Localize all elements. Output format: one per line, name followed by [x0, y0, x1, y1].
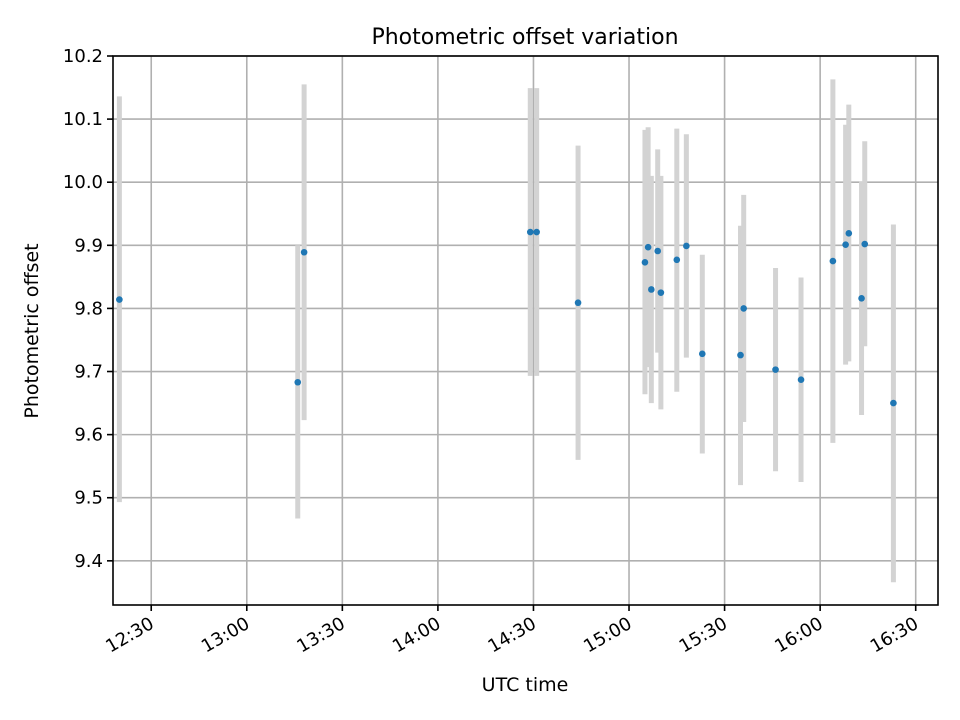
y-tick-label: 9.5: [74, 488, 103, 509]
y-tick-label: 9.7: [74, 362, 103, 383]
data-point: [683, 242, 690, 250]
data-point: [861, 240, 869, 248]
plot-frame: [112, 55, 939, 606]
x-tick-label: 14:00: [389, 613, 444, 657]
data-point: [533, 228, 540, 236]
data-point: [116, 296, 123, 303]
data-point: [294, 378, 302, 386]
data-point: [890, 399, 897, 407]
data-point: [526, 228, 534, 236]
y-tick-label: 9.6: [74, 425, 103, 446]
y-tick-label: 10.0: [63, 172, 103, 193]
data-point: [644, 243, 652, 251]
data-point: [654, 247, 661, 255]
grid-lines: [113, 55, 938, 605]
x-axis-label: UTC time: [482, 674, 569, 696]
x-tick-label: 13:00: [198, 613, 253, 657]
y-tick-label: 9.8: [74, 298, 103, 319]
data-point: [842, 241, 849, 248]
data-point: [300, 248, 308, 256]
y-tick-label: 9.4: [74, 551, 103, 572]
error-bars: [116, 79, 896, 583]
data-point: [829, 257, 837, 265]
data-point: [797, 376, 805, 384]
data-point: [641, 259, 649, 266]
data-point: [740, 305, 747, 312]
x-tick-label: 15:30: [676, 613, 731, 657]
y-axis-label: Photometric offset: [21, 243, 43, 418]
data-point: [673, 256, 681, 264]
x-tick-label: 13:30: [293, 613, 348, 657]
data-points: [116, 228, 897, 407]
data-point: [574, 299, 582, 307]
x-tick-label: 15:00: [580, 613, 635, 657]
y-axis-ticks: 9.4 9.5 9.6 9.7 9.8 9.9 10.0 10.1 10.2: [63, 46, 113, 572]
data-point: [648, 286, 655, 293]
x-axis-ticks: 12:30 13:00 13:30 14:00 14:30 15:00 15:30 16:00…: [102, 605, 922, 657]
data-point: [845, 230, 853, 237]
x-tick-label: 12:30: [102, 613, 157, 657]
x-tick-label: 14:30: [485, 613, 540, 657]
y-tick-label: 9.9: [74, 235, 103, 256]
x-tick-label: 16:00: [771, 613, 826, 657]
y-tick-label: 10.1: [63, 109, 103, 130]
y-tick-label: 10.2: [63, 46, 103, 67]
data-point: [698, 350, 706, 358]
x-tick-label: 16:30: [867, 613, 922, 657]
chart-title: Photometric offset variation: [371, 25, 678, 50]
data-point: [772, 366, 779, 373]
data-point: [657, 289, 665, 296]
data-point: [858, 295, 865, 302]
data-point: [737, 351, 744, 359]
